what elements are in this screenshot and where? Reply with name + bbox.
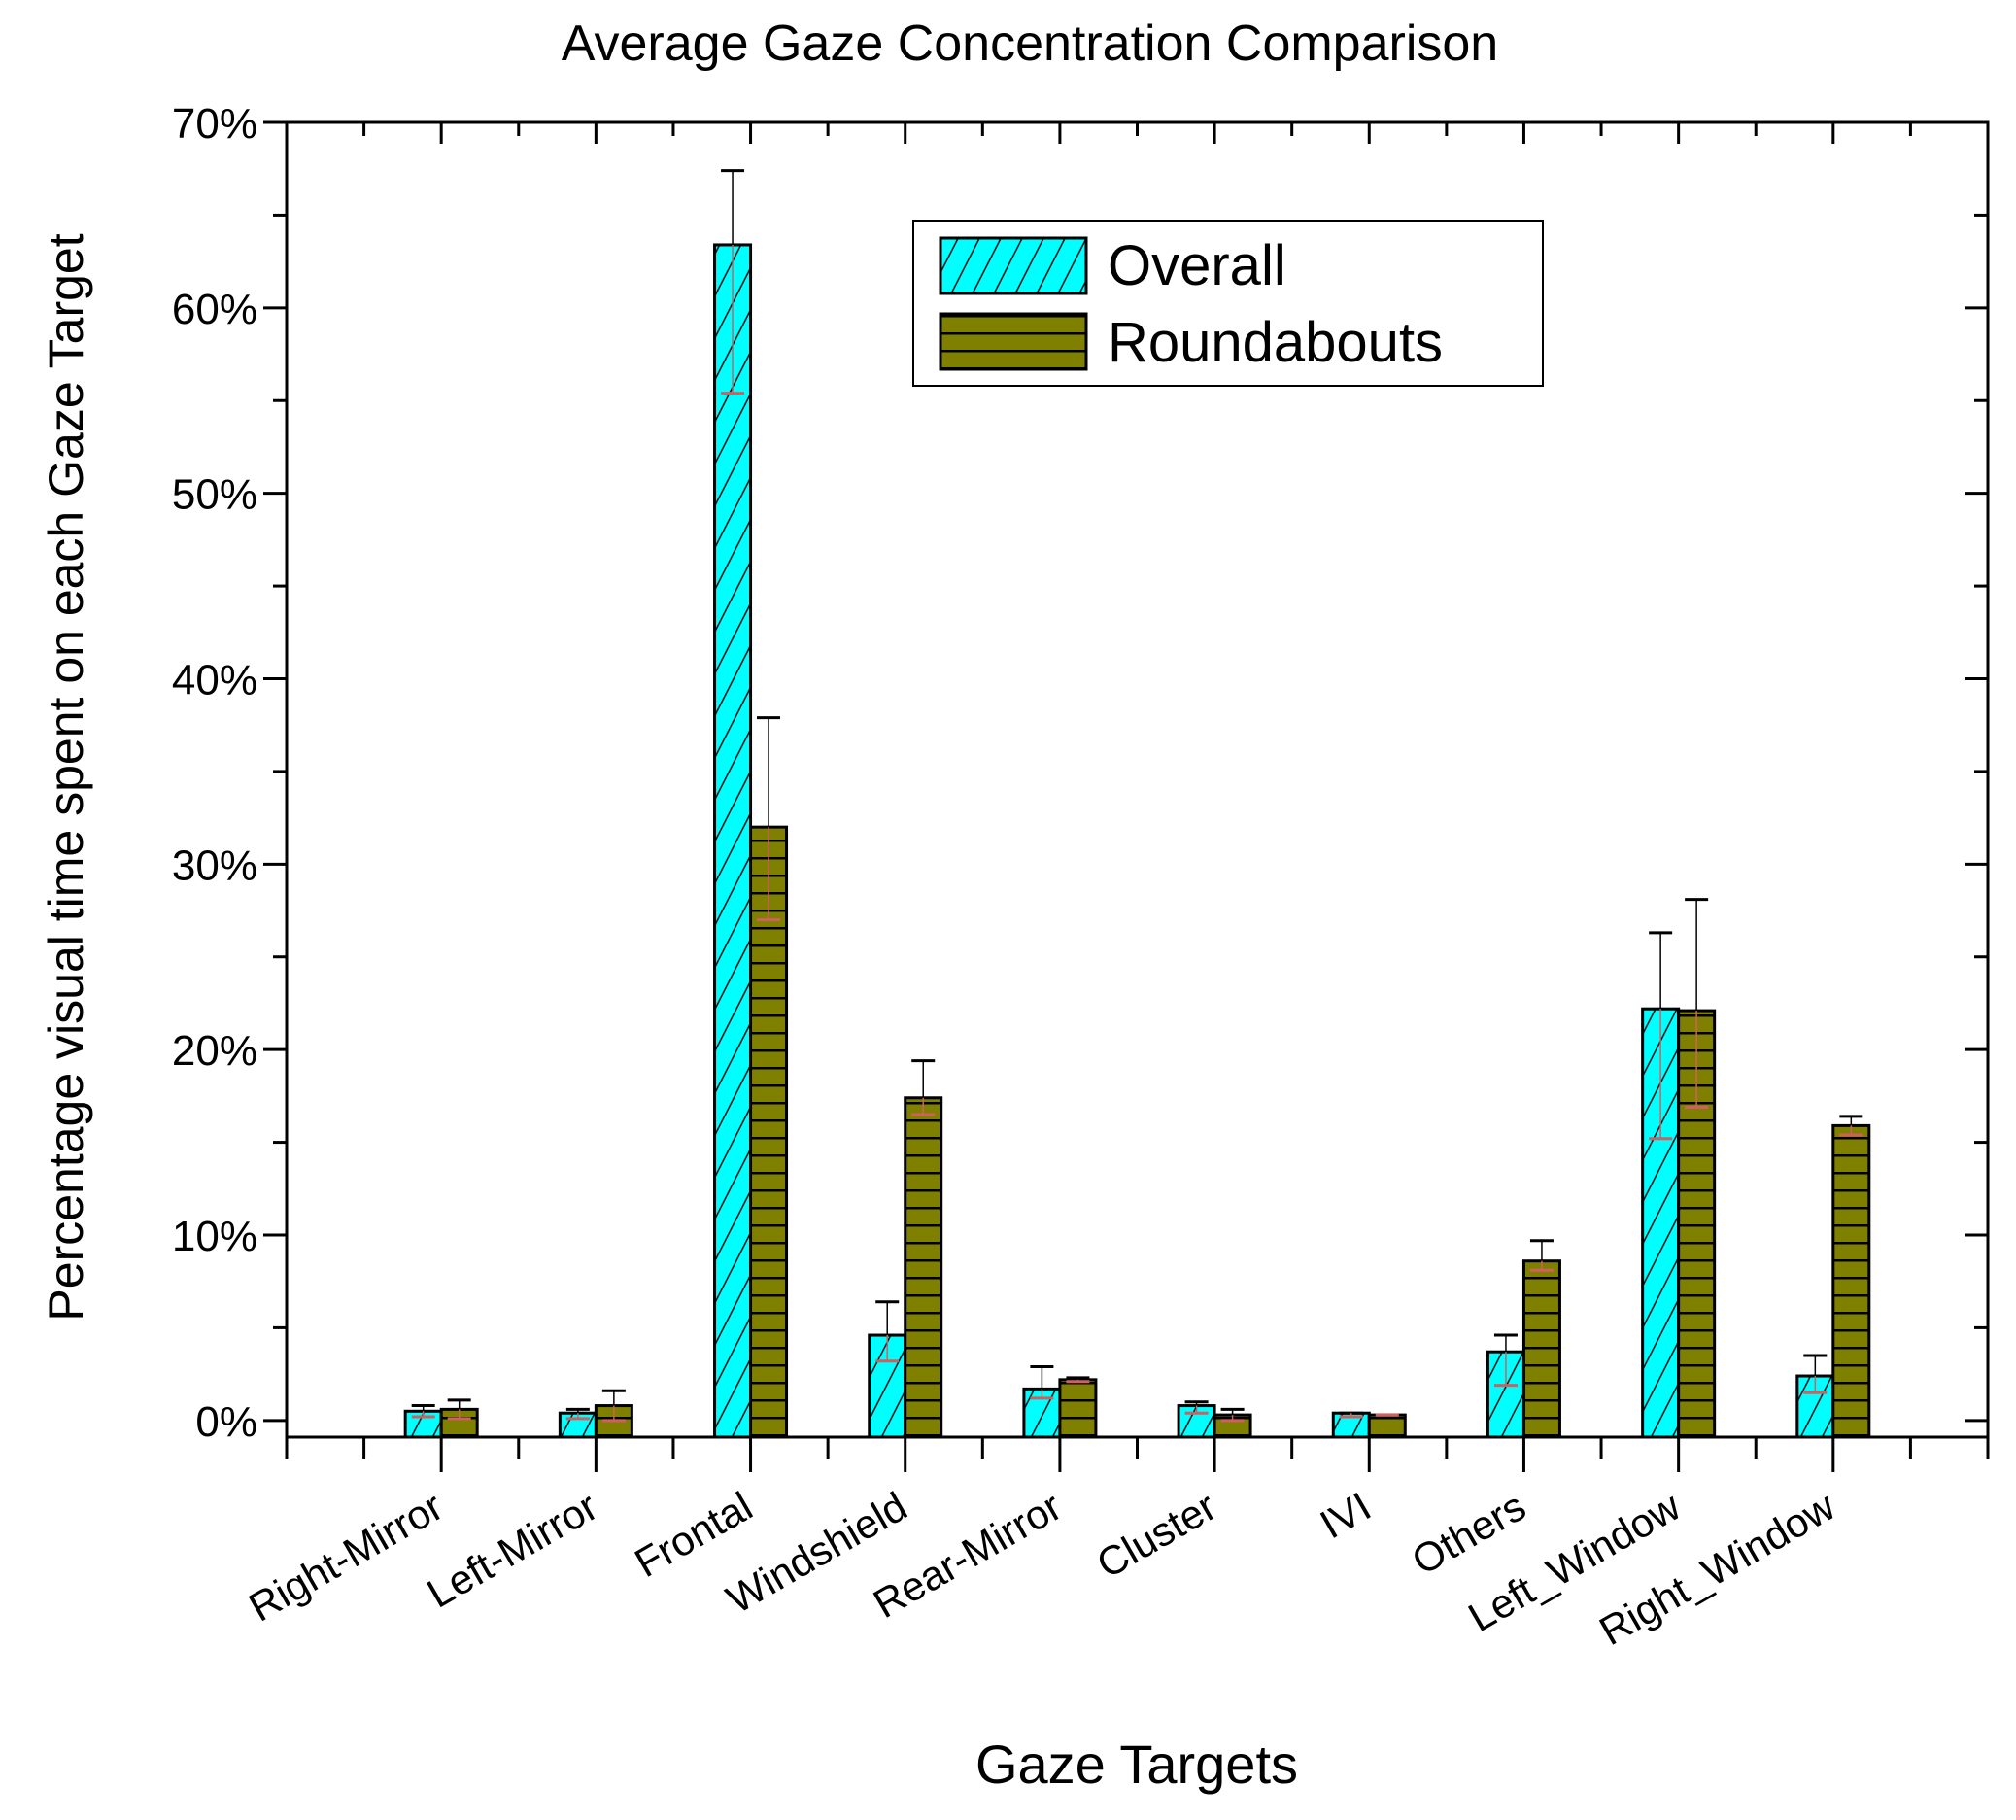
- bar-roundabouts: [1521, 1259, 1561, 1439]
- x-tick-label: Others: [1404, 1483, 1533, 1584]
- legend-swatch-roundabouts: [939, 312, 1088, 371]
- legend: Overall Roundabouts: [912, 220, 1544, 387]
- legend-swatch-overall: [939, 236, 1088, 295]
- chart-title: Average Gaze Concentration Comparison: [562, 16, 1498, 72]
- y-tick-label: 10%: [172, 1213, 257, 1260]
- bar-roundabouts: [904, 1096, 943, 1439]
- legend-label-overall: Overall: [1108, 234, 1286, 297]
- y-tick-label: 40%: [172, 656, 257, 704]
- y-tick-label: 50%: [172, 471, 257, 519]
- y-tick-label: 70%: [172, 100, 257, 148]
- bar-roundabouts: [749, 825, 789, 1439]
- y-tick-label: 20%: [172, 1027, 257, 1075]
- bar-overall: [713, 243, 753, 1439]
- bar-roundabouts: [1367, 1413, 1407, 1439]
- x-axis-label: Gaze Targets: [975, 1734, 1298, 1795]
- x-tick-label: Cluster: [1089, 1483, 1224, 1587]
- y-tick-label: 30%: [172, 841, 257, 889]
- bar-roundabouts: [1058, 1378, 1098, 1439]
- bar-roundabouts: [1831, 1123, 1871, 1439]
- y-tick-label: 60%: [172, 286, 257, 333]
- x-tick-label: IVI: [1313, 1483, 1379, 1547]
- legend-label-roundabouts: Roundabouts: [1108, 311, 1443, 374]
- y-tick-label: 0%: [195, 1398, 257, 1446]
- x-tick-label: Left-Mirror: [420, 1483, 605, 1617]
- x-tick-label: Right-Mirror: [241, 1483, 450, 1631]
- y-axis-label: Percentage visual time spent on each Gaz…: [39, 233, 93, 1321]
